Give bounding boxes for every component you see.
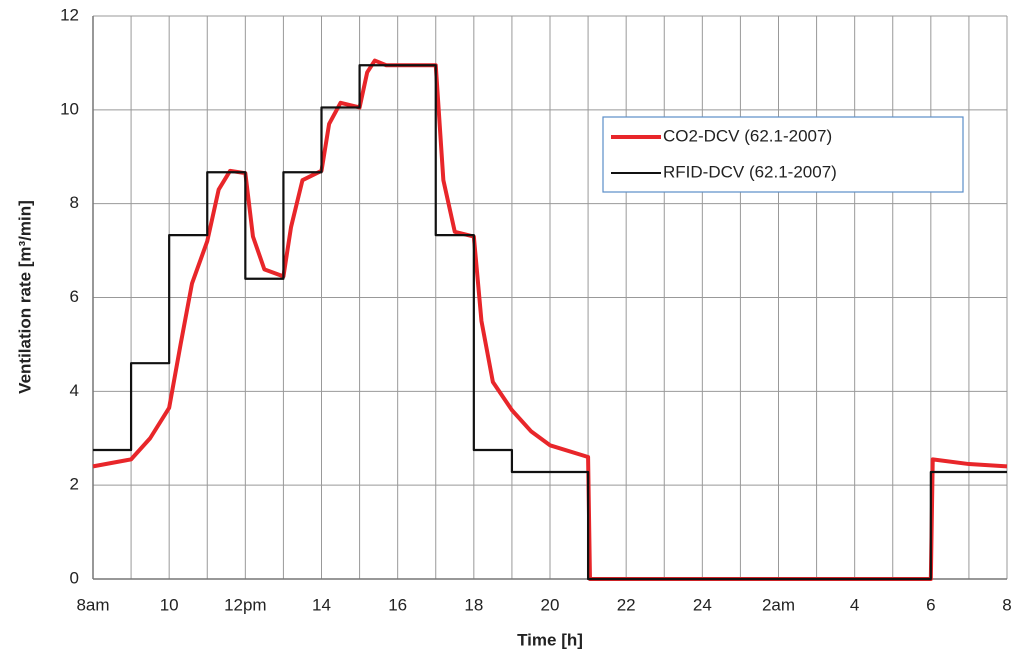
x-tick-label: 2am xyxy=(762,595,795,614)
series-line xyxy=(93,64,1007,581)
y-axis-title: Ventilation rate [m³/min] xyxy=(15,200,34,394)
y-tick-label: 2 xyxy=(70,475,79,494)
y-tick-label: 6 xyxy=(70,287,79,306)
y-tick-label: 10 xyxy=(60,99,79,118)
x-axis-title: Time [h] xyxy=(517,630,583,649)
x-tick-label: 6 xyxy=(926,595,935,614)
y-tick-label: 4 xyxy=(70,381,79,400)
legend-label: CO2-DCV (62.1-2007) xyxy=(663,126,832,145)
y-tick-label: 8 xyxy=(70,193,79,212)
legend-label: RFID-DCV (62.1-2007) xyxy=(663,162,837,181)
x-tick-label: 8am xyxy=(76,595,109,614)
x-tick-label: 18 xyxy=(464,595,483,614)
x-tick-label: 12pm xyxy=(224,595,267,614)
x-tick-label: 20 xyxy=(541,595,560,614)
x-tick-label: 8 xyxy=(1002,595,1011,614)
x-tick-label: 16 xyxy=(388,595,407,614)
y-tick-label: 12 xyxy=(60,5,79,24)
x-tick-label: 24 xyxy=(693,595,712,614)
y-tick-label: 0 xyxy=(70,568,79,587)
x-tick-label: 10 xyxy=(160,595,179,614)
x-tick-label: 22 xyxy=(617,595,636,614)
x-tick-label: 14 xyxy=(312,595,331,614)
legend-box xyxy=(602,116,964,193)
x-tick-label: 4 xyxy=(850,595,859,614)
